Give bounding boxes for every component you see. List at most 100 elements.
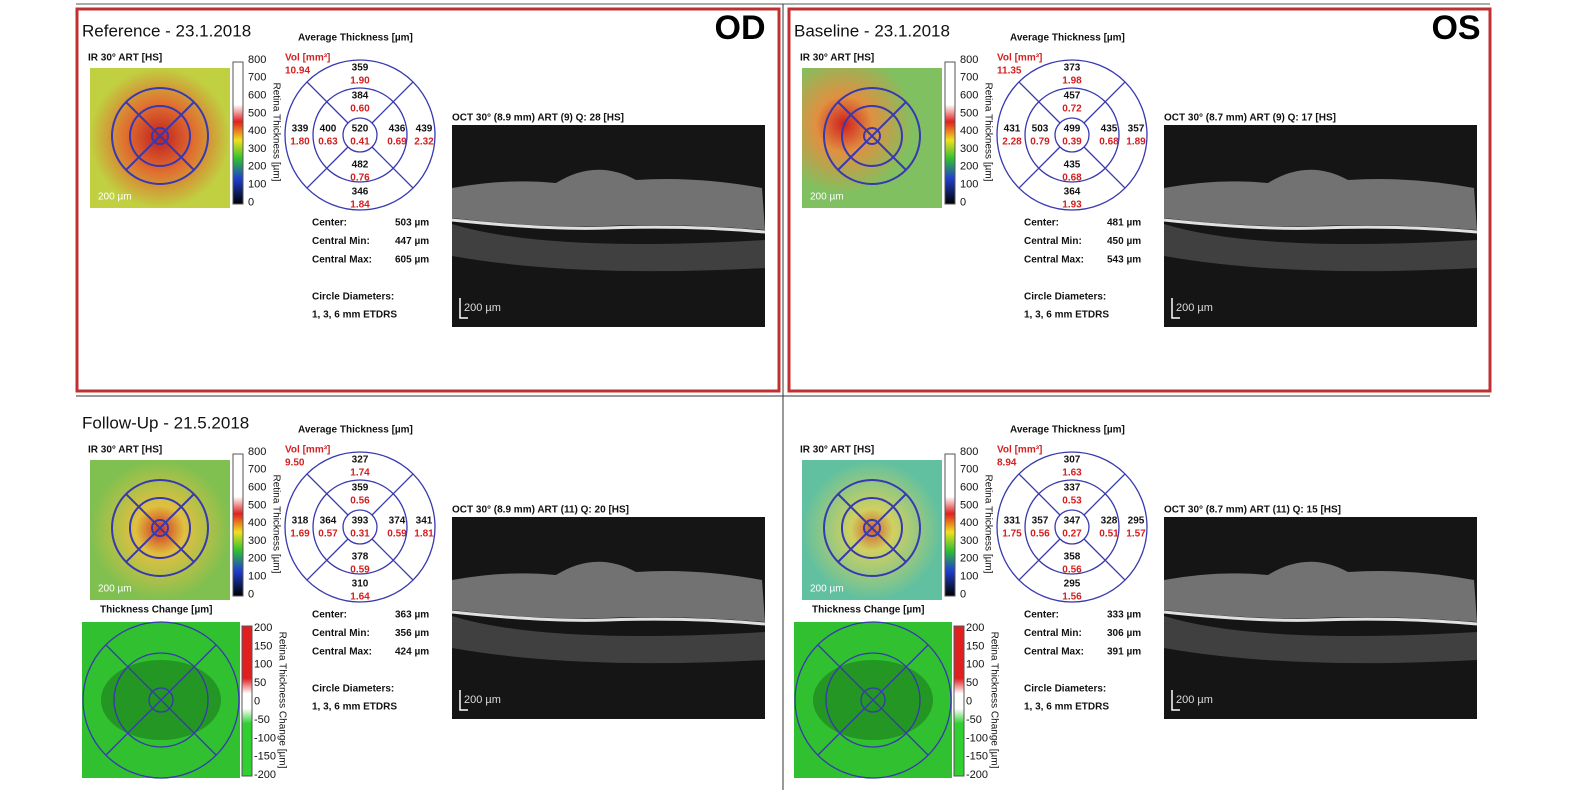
ir-label: IR 30° ART [HS] (800, 53, 874, 64)
sector-thickness: 331 (1004, 516, 1021, 527)
stat-value: 333 µm (1107, 610, 1141, 621)
ir-grid (111, 87, 209, 185)
change-title: Thickness Change [µm] (100, 605, 212, 616)
ir-scale: 200 µm (98, 584, 132, 595)
ir-grid (837, 493, 907, 563)
oct-choroid (1164, 224, 1477, 272)
colorbar (232, 61, 244, 205)
sector-thickness: 503 (1032, 124, 1049, 135)
oct-label: OCT 30° (8.7 mm) ART (9) Q: 17 [HS] (1164, 113, 1336, 124)
ir-grid (823, 479, 921, 577)
stat-label: Central Min: (1024, 628, 1082, 639)
ir-grid (863, 519, 881, 537)
stat-label: Central Min: (1024, 236, 1082, 247)
change-tick-label: 50 (254, 677, 266, 689)
etdrs-circle (312, 87, 408, 183)
etdrs-line (306, 146, 349, 189)
circle-value: 1, 3, 6 mm ETDRS (312, 702, 397, 713)
sector-volume: 0.59 (350, 565, 370, 576)
change-tick-label: 50 (966, 677, 978, 689)
sector-volume: 0.69 (387, 137, 407, 148)
sector-thickness: 435 (1101, 124, 1118, 135)
panel-title: Baseline - 23.1.2018 (794, 21, 950, 40)
sector-thickness: 359 (352, 63, 369, 74)
panel-highlight (75, 7, 781, 393)
sector-volume: 1.69 (290, 529, 310, 540)
oct-label: OCT 30° (8.9 mm) ART (11) Q: 20 [HS] (452, 505, 629, 516)
colorbar-tick-label: 300 (248, 535, 266, 547)
grid-title: Average Thickness [µm] (1010, 33, 1125, 44)
stat-value: 424 µm (395, 647, 429, 658)
sector-thickness: 357 (1032, 516, 1049, 527)
etdrs-line (1083, 81, 1126, 124)
sector-volume: 0.39 (1062, 137, 1082, 148)
change-tick-label: -200 (966, 769, 988, 781)
change-grid (113, 652, 209, 748)
sector-volume: 1.64 (350, 592, 370, 603)
oct-scalebar (1171, 298, 1180, 319)
sector-volume: 0.68 (1062, 173, 1082, 184)
oct-scale: 200 µm (464, 302, 501, 314)
change-tick-label: 100 (254, 659, 272, 671)
sector-thickness: 341 (416, 516, 433, 527)
etdrs-line (306, 538, 349, 581)
stat-value: 605 µm (395, 255, 429, 266)
colorbar-tick-label: 0 (248, 196, 254, 208)
oct-choroid (452, 224, 765, 272)
colorbar-tick-label: 100 (248, 571, 266, 583)
ir-grid (823, 87, 921, 185)
circle-label: Circle Diameters: (312, 292, 394, 303)
sector-volume: 0.68 (1099, 137, 1119, 148)
colorbar-tick-label: 0 (960, 196, 966, 208)
ir-grid (111, 479, 209, 577)
sector-volume: 1.93 (1062, 200, 1082, 211)
sector-thickness: 373 (1064, 63, 1081, 74)
change-label: Retina Thickness Change [µm] (988, 632, 999, 769)
etdrs-line (306, 473, 349, 516)
grid-title: Average Thickness [µm] (298, 425, 413, 436)
sector-thickness: 393 (352, 516, 369, 527)
stat-value: 481 µm (1107, 218, 1141, 229)
stat-label: Central Min: (312, 628, 370, 639)
sector-volume: 0.41 (350, 137, 370, 148)
sector-volume: 1.57 (1126, 529, 1146, 540)
colorbar-label: Retina Thickness [µm] (270, 83, 281, 182)
sector-thickness: 482 (352, 160, 369, 171)
oct-scale: 200 µm (464, 694, 501, 706)
circle-value: 1, 3, 6 mm ETDRS (1024, 310, 1109, 321)
colorbar (232, 453, 244, 597)
colorbar-tick-label: 800 (960, 446, 978, 458)
change-tick-label: 100 (966, 659, 984, 671)
sector-volume: 0.79 (1030, 137, 1050, 148)
colorbar-tick-label: 400 (248, 125, 266, 137)
change-tick-label: -50 (966, 714, 982, 726)
stat-label: Central Max: (1024, 647, 1084, 658)
sector-volume: 1.63 (1062, 468, 1082, 479)
etdrs-line (1018, 473, 1061, 516)
colorbar-tick-label: 300 (248, 143, 266, 155)
sector-volume: 1.56 (1062, 592, 1082, 603)
panel: Follow-Up - 21.5.2018 IR 30° ART [HS] 200 … (82, 413, 766, 781)
ir-grid (125, 493, 195, 563)
sector-volume: 1.90 (350, 76, 370, 87)
change-tick-label: 150 (966, 640, 984, 652)
vol-total: 9.50 (285, 458, 305, 469)
stat-value: 306 µm (1107, 628, 1141, 639)
etdrs-circle (284, 59, 436, 211)
stat-value: 363 µm (395, 610, 429, 621)
eye-label: OD (715, 9, 766, 47)
etdrs-circle (342, 117, 378, 153)
sector-thickness: 439 (416, 124, 433, 135)
etdrs-circle (342, 509, 378, 545)
change-tick-label: 0 (966, 696, 972, 708)
sector-thickness: 295 (1128, 516, 1145, 527)
sector-thickness: 339 (292, 124, 309, 135)
change-label: Retina Thickness Change [µm] (276, 632, 287, 769)
panel: Reference - 23.1.2018 IR 30° ART [HS] 200 … (82, 21, 766, 327)
change-grid (825, 652, 921, 748)
stat-label: Central Max: (312, 647, 372, 658)
colorbar-tick-label: 700 (960, 72, 978, 84)
circle-label: Circle Diameters: (312, 684, 394, 695)
sector-volume: 2.32 (414, 137, 434, 148)
stat-label: Central Min: (312, 236, 370, 247)
